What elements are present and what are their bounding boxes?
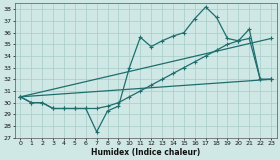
X-axis label: Humidex (Indice chaleur): Humidex (Indice chaleur)	[91, 148, 200, 156]
